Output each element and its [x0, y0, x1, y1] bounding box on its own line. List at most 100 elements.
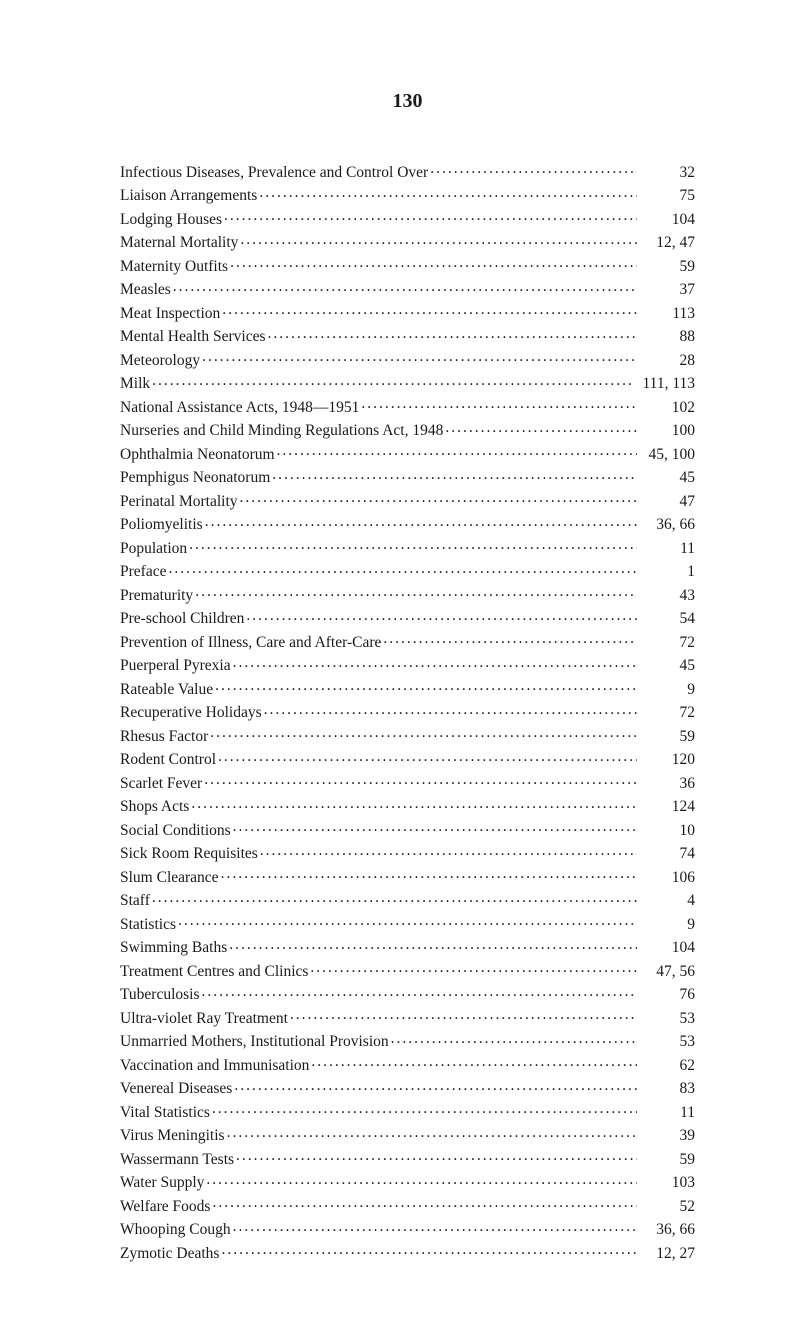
index-label: Pemphigus Neonatorum [120, 470, 270, 486]
index-row: Slum Clearance106 [120, 866, 695, 885]
index-row: Population 11 [120, 537, 695, 556]
index-label: Venereal Diseases [120, 1081, 232, 1097]
index-page-ref: 1 [639, 564, 695, 580]
index-label: National Assistance Acts, 1948—1951 [120, 400, 359, 416]
index-page-ref: 62 [639, 1058, 695, 1074]
index-leader [236, 1148, 637, 1164]
index-row: Rodent Control120 [120, 749, 695, 768]
index-page-ref: 9 [639, 917, 695, 933]
index-leader [218, 749, 637, 765]
index-page-ref: 45, 100 [639, 447, 695, 463]
index-page-ref: 59 [639, 729, 695, 745]
index-leader [215, 678, 637, 694]
index-leader [267, 326, 637, 342]
index-page-ref: 53 [639, 1011, 695, 1027]
index-row: Statistics 9 [120, 913, 695, 932]
index-leader [173, 279, 637, 295]
index-leader [233, 655, 637, 671]
index-page-ref: 72 [639, 635, 695, 651]
index-leader [259, 185, 637, 201]
index-page-ref: 43 [639, 588, 695, 604]
index-leader [189, 537, 637, 553]
index-row: Rateable Value9 [120, 678, 695, 697]
index-row: Recuperative Holidays72 [120, 702, 695, 721]
index-page-ref: 45 [639, 658, 695, 674]
index-label: Maternity Outfits [120, 259, 228, 275]
index-label: Sick Room Requisites [120, 846, 258, 862]
index-leader [202, 984, 637, 1000]
index-leader [383, 631, 637, 647]
index-row: Prematurity 43 [120, 584, 695, 603]
index-row: Rhesus Factor 59 [120, 725, 695, 744]
index-label: Rhesus Factor [120, 729, 208, 745]
index-label: Vital Statistics [120, 1105, 210, 1121]
index-label: Prevention of Illness, Care and After-Ca… [120, 635, 381, 651]
index-page-ref: 47 [639, 494, 695, 510]
index-row: Shops Acts124 [120, 796, 695, 815]
index-label: Staff [120, 893, 150, 909]
index-label: Statistics [120, 917, 176, 933]
index-label: Recuperative Holidays [120, 705, 262, 721]
index-leader [222, 302, 637, 318]
index-label: Tuberculosis [120, 987, 200, 1003]
index-row: Perinatal Mortality 47 [120, 490, 695, 509]
index-label: Water Supply [120, 1175, 204, 1191]
index-leader [205, 514, 637, 530]
index-label: Population [120, 541, 187, 557]
index-row: Milk111, 113 [120, 373, 695, 392]
index-label: Perinatal Mortality [120, 494, 238, 510]
index-row: National Assistance Acts, 1948—1951102 [120, 396, 695, 415]
index-label: Rateable Value [120, 682, 213, 698]
index-row: Ophthalmia Neonatorum45, 100 [120, 443, 695, 462]
index-row: Zymotic Deaths 12, 27 [120, 1242, 695, 1261]
index-page: 130 Infectious Diseases, Prevalence and … [0, 0, 800, 1326]
index-row: Pre-school Children54 [120, 608, 695, 627]
index-leader [221, 1242, 637, 1258]
index-row: Whooping Cough36, 66 [120, 1219, 695, 1238]
index-leader [152, 890, 637, 906]
index-label: Virus Meningitis [120, 1128, 225, 1144]
index-leader [212, 1195, 637, 1211]
index-row: Preface1 [120, 561, 695, 580]
index-list: Infectious Diseases, Prevalence and Cont… [120, 161, 695, 1261]
index-leader [224, 208, 637, 224]
index-row: Liaison Arrangements75 [120, 185, 695, 204]
index-page-ref: 59 [639, 259, 695, 275]
index-label: Rodent Control [120, 752, 216, 768]
index-page-ref: 32 [639, 165, 695, 181]
index-page-ref: 36, 66 [639, 1222, 695, 1238]
index-leader [168, 561, 637, 577]
index-label: Swimming Baths [120, 940, 227, 956]
index-leader [246, 608, 637, 624]
index-label: Mental Health Services [120, 329, 265, 345]
index-leader [152, 373, 634, 389]
index-row: Meat Inspection113 [120, 302, 695, 321]
index-leader [290, 1007, 637, 1023]
index-row: Pemphigus Neonatorum45 [120, 467, 695, 486]
index-label: Puerperal Pyrexia [120, 658, 231, 674]
index-row: Venereal Diseases83 [120, 1078, 695, 1097]
index-row: Tuberculosis76 [120, 984, 695, 1003]
index-page-ref: 4 [639, 893, 695, 909]
index-page-ref: 11 [639, 541, 695, 557]
index-row: Poliomyelitis36, 66 [120, 514, 695, 533]
index-row: Puerperal Pyrexia 45 [120, 655, 695, 674]
index-label: Zymotic Deaths [120, 1246, 219, 1262]
index-row: Lodging Houses104 [120, 208, 695, 227]
index-row: Virus Meningitis39 [120, 1125, 695, 1144]
index-page-ref: 103 [639, 1175, 695, 1191]
index-page-ref: 12, 27 [639, 1246, 695, 1262]
index-row: Scarlet Fever36 [120, 772, 695, 791]
index-leader [391, 1031, 637, 1047]
index-label: Prematurity [120, 588, 193, 604]
index-row: Infectious Diseases, Prevalence and Cont… [120, 161, 695, 180]
index-page-ref: 10 [639, 823, 695, 839]
index-leader [272, 467, 637, 483]
index-label: Social Conditions [120, 823, 231, 839]
index-label: Nurseries and Child Minding Regulations … [120, 423, 443, 439]
index-row: Vaccination and Immunisation62 [120, 1054, 695, 1073]
index-row: Swimming Baths104 [120, 937, 695, 956]
index-row: Maternity Outfits 59 [120, 255, 695, 274]
index-label: Measles [120, 282, 171, 298]
index-label: Treatment Centres and Clinics [120, 964, 308, 980]
